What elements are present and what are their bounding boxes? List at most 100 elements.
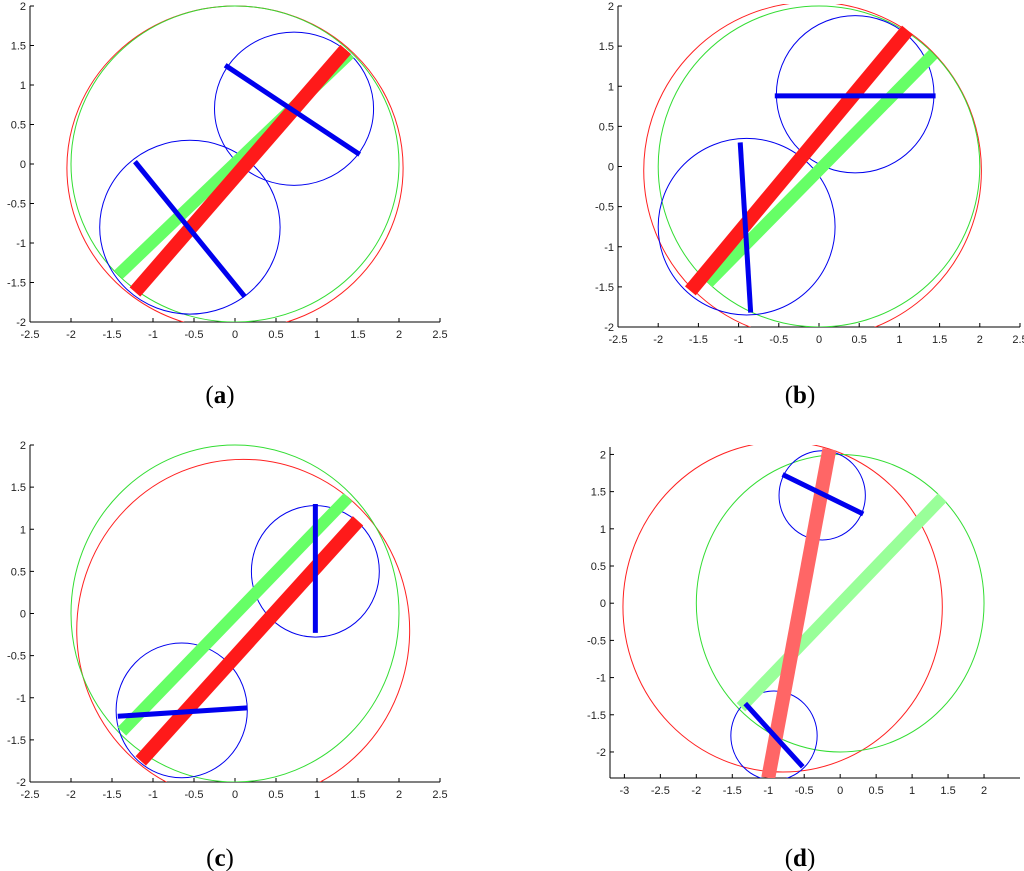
x-tick-label: -2.5 (651, 785, 670, 797)
y-tick-label: -2 (16, 777, 26, 789)
x-tick-label: -0.5 (185, 789, 204, 801)
x-tick-label: -2.5 (609, 334, 628, 346)
x-tick-label: -1 (148, 789, 158, 801)
x-tick-label: 0 (816, 334, 822, 346)
y-tick-label: -2 (596, 747, 606, 759)
y-tick-label: -1.5 (587, 710, 606, 722)
x-tick-label: -2.5 (21, 329, 40, 341)
blue-bar (737, 142, 754, 313)
x-tick-label: -0.5 (769, 334, 788, 346)
x-tick-label: 0 (232, 789, 238, 801)
y-tick-label: 0.5 (11, 120, 26, 132)
x-tick-label: 1.5 (932, 334, 947, 346)
y-tick-label: 0 (608, 162, 614, 174)
y-tick-label: -1.5 (7, 278, 26, 290)
x-tick-label: -1.5 (723, 785, 742, 797)
x-tick-label: 1 (314, 789, 320, 801)
x-tick-label: -0.5 (185, 329, 204, 341)
green-bar (736, 493, 947, 712)
red-outer-circle (622, 445, 943, 773)
panel-caption: (b) (785, 382, 816, 409)
x-tick-label: 1.5 (350, 329, 365, 341)
red-outer-circle (643, 4, 982, 327)
x-tick-label: -0.5 (795, 785, 814, 797)
blue-bar (743, 701, 805, 769)
blue-bar (781, 472, 865, 517)
x-tick-label: 0 (837, 785, 843, 797)
panel-b: -2.5-2-1.5-1-0.500.511.522.5-2-1.5-1-0.5… (595, 1, 1024, 409)
red-bar (684, 25, 913, 296)
y-tick-label: 1.5 (11, 41, 26, 53)
y-tick-label: 0.5 (591, 561, 606, 573)
panel-caption-letter: b (793, 382, 807, 409)
x-tick-label: 0.5 (268, 789, 283, 801)
x-tick-label: -2 (653, 334, 663, 346)
y-tick-label: 0.5 (11, 566, 26, 578)
x-tick-label: -1 (734, 334, 744, 346)
y-tick-label: -1 (596, 673, 606, 685)
x-tick-label: 1.5 (350, 789, 365, 801)
plot-area (70, 444, 411, 782)
x-tick-label: 2 (396, 329, 402, 341)
x-tick-label: 1 (314, 329, 320, 341)
y-tick-label: -2 (16, 317, 26, 329)
blue-inner-circle (214, 31, 375, 186)
red-bar (135, 516, 364, 766)
x-tick-label: -2 (66, 329, 76, 341)
green-outer-circle (70, 444, 400, 782)
y-tick-label: -1 (16, 693, 26, 705)
green-outer-circle (657, 5, 981, 327)
plot-area (622, 445, 985, 778)
x-tick-label: 1 (909, 785, 915, 797)
red-bar (761, 447, 837, 778)
x-tick-label: 0.5 (268, 329, 283, 341)
y-tick-label: 2 (20, 1, 26, 13)
y-tick-label: 1 (20, 80, 26, 92)
y-tick-label: -1.5 (595, 282, 614, 294)
green-outer-circle (70, 5, 400, 322)
x-tick-label: 0 (232, 329, 238, 341)
y-tick-label: -1 (604, 242, 614, 254)
y-tick-label: 2 (20, 440, 26, 452)
red-bar (129, 44, 351, 297)
blue-bar (223, 63, 362, 157)
y-tick-label: 0.5 (599, 121, 614, 133)
y-tick-label: 1 (608, 81, 614, 93)
x-tick-label: 1.5 (940, 785, 955, 797)
x-tick-label: 0.5 (868, 785, 883, 797)
red-outer-circle (76, 458, 411, 782)
blue-inner-circle (99, 139, 281, 315)
x-tick-label: -1 (148, 329, 158, 341)
x-tick-label: -1.5 (103, 789, 122, 801)
plot-area (643, 4, 982, 327)
x-tick-label: 2 (977, 334, 983, 346)
x-tick-label: 2 (981, 785, 987, 797)
y-tick-label: 1 (20, 524, 26, 536)
panel-d: -3 -2.5 -2 -1.5 -1 -0.5 0 0.5 1 1.5 2 -2 -1.5 -1 -0.5 0… (587, 445, 1020, 871)
blue-inner-circle (115, 642, 248, 779)
x-tick-label: -2 (691, 785, 701, 797)
y-tick-label: -0.5 (595, 202, 614, 214)
y-tick-label: -1 (16, 238, 26, 250)
y-tick-label: -0.5 (7, 651, 26, 663)
x-tick-label: -2.5 (21, 789, 40, 801)
x-tick-label: -1.5 (103, 329, 122, 341)
x-tick-label: -3 (619, 785, 629, 797)
x-tick-label: 2.5 (1012, 334, 1024, 346)
y-tick-label: -0.5 (7, 199, 26, 211)
y-tick-label: 1.5 (11, 482, 26, 494)
y-tick-label: 1 (600, 524, 606, 536)
y-tick-label: -1.5 (7, 735, 26, 747)
x-tick-label: 0.5 (852, 334, 867, 346)
x-tick-label: 1 (896, 334, 902, 346)
y-tick-label: 0 (20, 159, 26, 171)
y-tick-label: 0 (600, 598, 606, 610)
panel-caption-letter: a (214, 382, 227, 409)
green-bar (117, 493, 353, 736)
y-tick-label: -2 (604, 322, 614, 334)
x-tick-label: 2.5 (432, 789, 447, 801)
y-tick-label: 2 (600, 449, 606, 461)
y-tick-label: 1.5 (599, 41, 614, 53)
panel-caption: (a) (205, 382, 234, 409)
panel-caption-letter: d (793, 845, 807, 871)
